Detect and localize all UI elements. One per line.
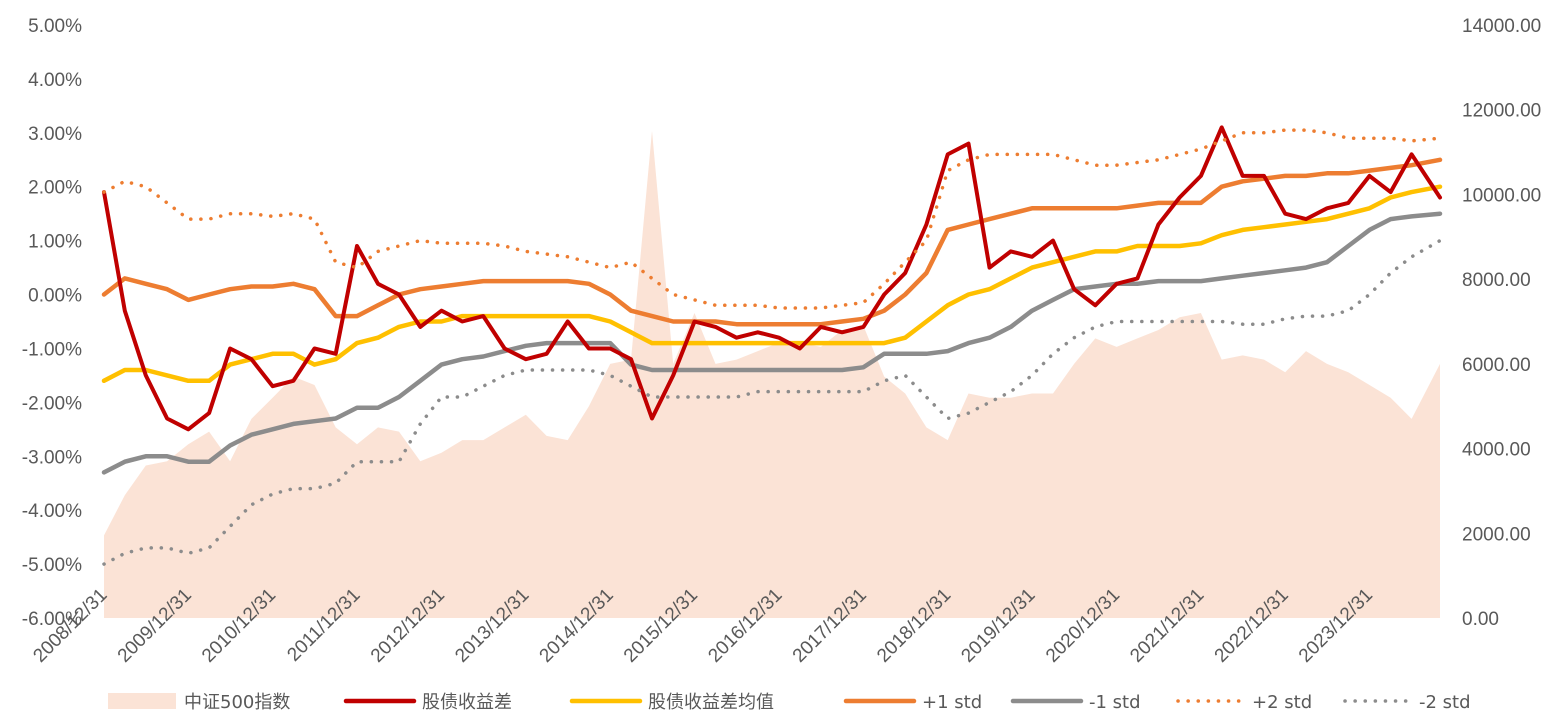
legend-label-series-plusminus-2-std: +2 std (1252, 692, 1312, 713)
right-tick-label: 10000.00 (1462, 185, 1541, 206)
legend-swatch-csi500-index (108, 693, 176, 709)
right-tick-label: 4000.00 (1462, 440, 1531, 461)
left-tick-label: 0.00% (28, 286, 82, 307)
left-tick-label: 5.00% (28, 16, 82, 37)
series-minus-2-std-line (102, 238, 1442, 566)
legend-label-series-plusminus-1-std: +1 std (922, 692, 982, 713)
legend: 中证500指数 股债收益差 股债收益差均值 +1 std -1 std +2 std -2 … (108, 692, 1471, 713)
right-tick-label: 2000.00 (1462, 524, 1531, 545)
right-tick-label: 0.00 (1462, 609, 1499, 630)
left-tick-label: 3.00% (28, 124, 82, 145)
equity-bond-spread-mean-line (101, 184, 1443, 384)
left-tick-label: -3.00% (22, 447, 82, 468)
right-tick-label: 14000.00 (1462, 16, 1541, 37)
legend-label-equity-bond-spread-mean: 股债收益差均值 (648, 692, 774, 713)
series-plusminus-1-std-line (101, 157, 1443, 327)
line-layer (101, 125, 1443, 566)
left-tick-label: -2.00% (22, 393, 82, 414)
csi500-index-area (104, 130, 1440, 618)
legend-label-series-minus-2-std: -2 std (1419, 692, 1471, 713)
right-tick-label: 12000.00 (1462, 101, 1541, 122)
right-tick-label: 6000.00 (1462, 355, 1531, 376)
right-tick-label: 8000.00 (1462, 270, 1531, 291)
area-layer (104, 130, 1440, 618)
left-tick-label: -5.00% (22, 555, 82, 576)
left-tick-label: -4.00% (22, 501, 82, 522)
left-axis-ticks: 5.00% 4.00% 3.00% 2.00% 1.00% 0.00% -1.00% -2.0… (22, 16, 82, 630)
left-tick-label: 1.00% (28, 232, 82, 253)
left-tick-label: -6.00% (22, 609, 82, 630)
equity-bond-spread-line (102, 125, 1442, 432)
series-minus-1-std-line (101, 211, 1443, 475)
legend-label-equity-bond-spread: 股债收益差 (422, 692, 512, 713)
left-tick-label: 4.00% (28, 70, 82, 91)
right-axis-ticks: 14000.00 12000.00 10000.00 8000.00 6000.00 40… (1462, 16, 1541, 630)
left-tick-label: 2.00% (28, 178, 82, 199)
left-tick-label: -1.00% (22, 339, 82, 360)
legend-label-series-minus-1-std: -1 std (1089, 692, 1141, 713)
legend-label-csi500-index: 中证500指数 (184, 692, 290, 713)
series-plusminus-2-std-line (102, 128, 1442, 310)
